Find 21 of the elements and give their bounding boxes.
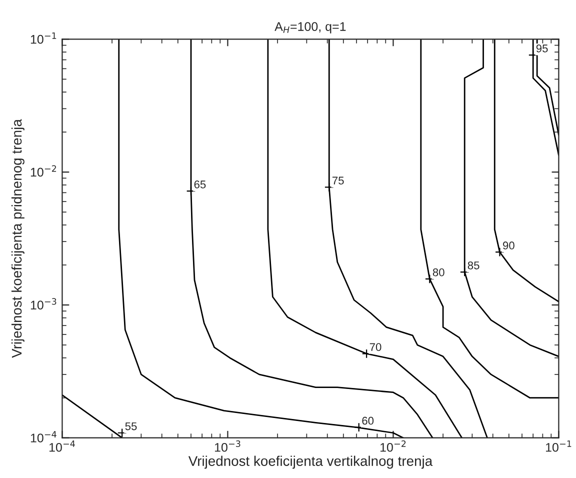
chart-title: A$_{H}$=100, q=1 — [274, 22, 346, 34]
x-tick-label: 10$^{−2}$ — [380, 440, 406, 452]
y-tick-label: 10$^{−3}$ — [30, 298, 56, 310]
x-axis-title: Vrijednost koeficijenta vertikalnog trenja — [188, 456, 433, 469]
line-series — [532, 39, 559, 156]
annotation: 80 — [432, 268, 444, 276]
x-tick-label: 10$^{−4}$ — [49, 440, 75, 452]
annotation: 90 — [503, 242, 514, 250]
y-tick-label: 10$^{−2}$ — [30, 165, 56, 177]
y-axis-title: Vrijednost koeficijenta pridnenog trenja — [11, 119, 24, 358]
x-tick-label: 10$^{−1}$ — [546, 440, 572, 452]
annotation: 65 — [194, 180, 206, 188]
y-tick-label: 10$^{−4}$ — [30, 431, 56, 442]
y-tick-label: 10$^{−1}$ — [30, 32, 56, 44]
annotation: 60 — [362, 416, 374, 425]
annotation: 95 — [536, 44, 548, 52]
annotation: 55 — [125, 422, 137, 430]
x-tick-label: 10$^{−3}$ — [214, 440, 240, 452]
annotation: 70 — [370, 343, 382, 351]
annotation: 75 — [332, 176, 344, 184]
annotation: 85 — [468, 261, 480, 270]
